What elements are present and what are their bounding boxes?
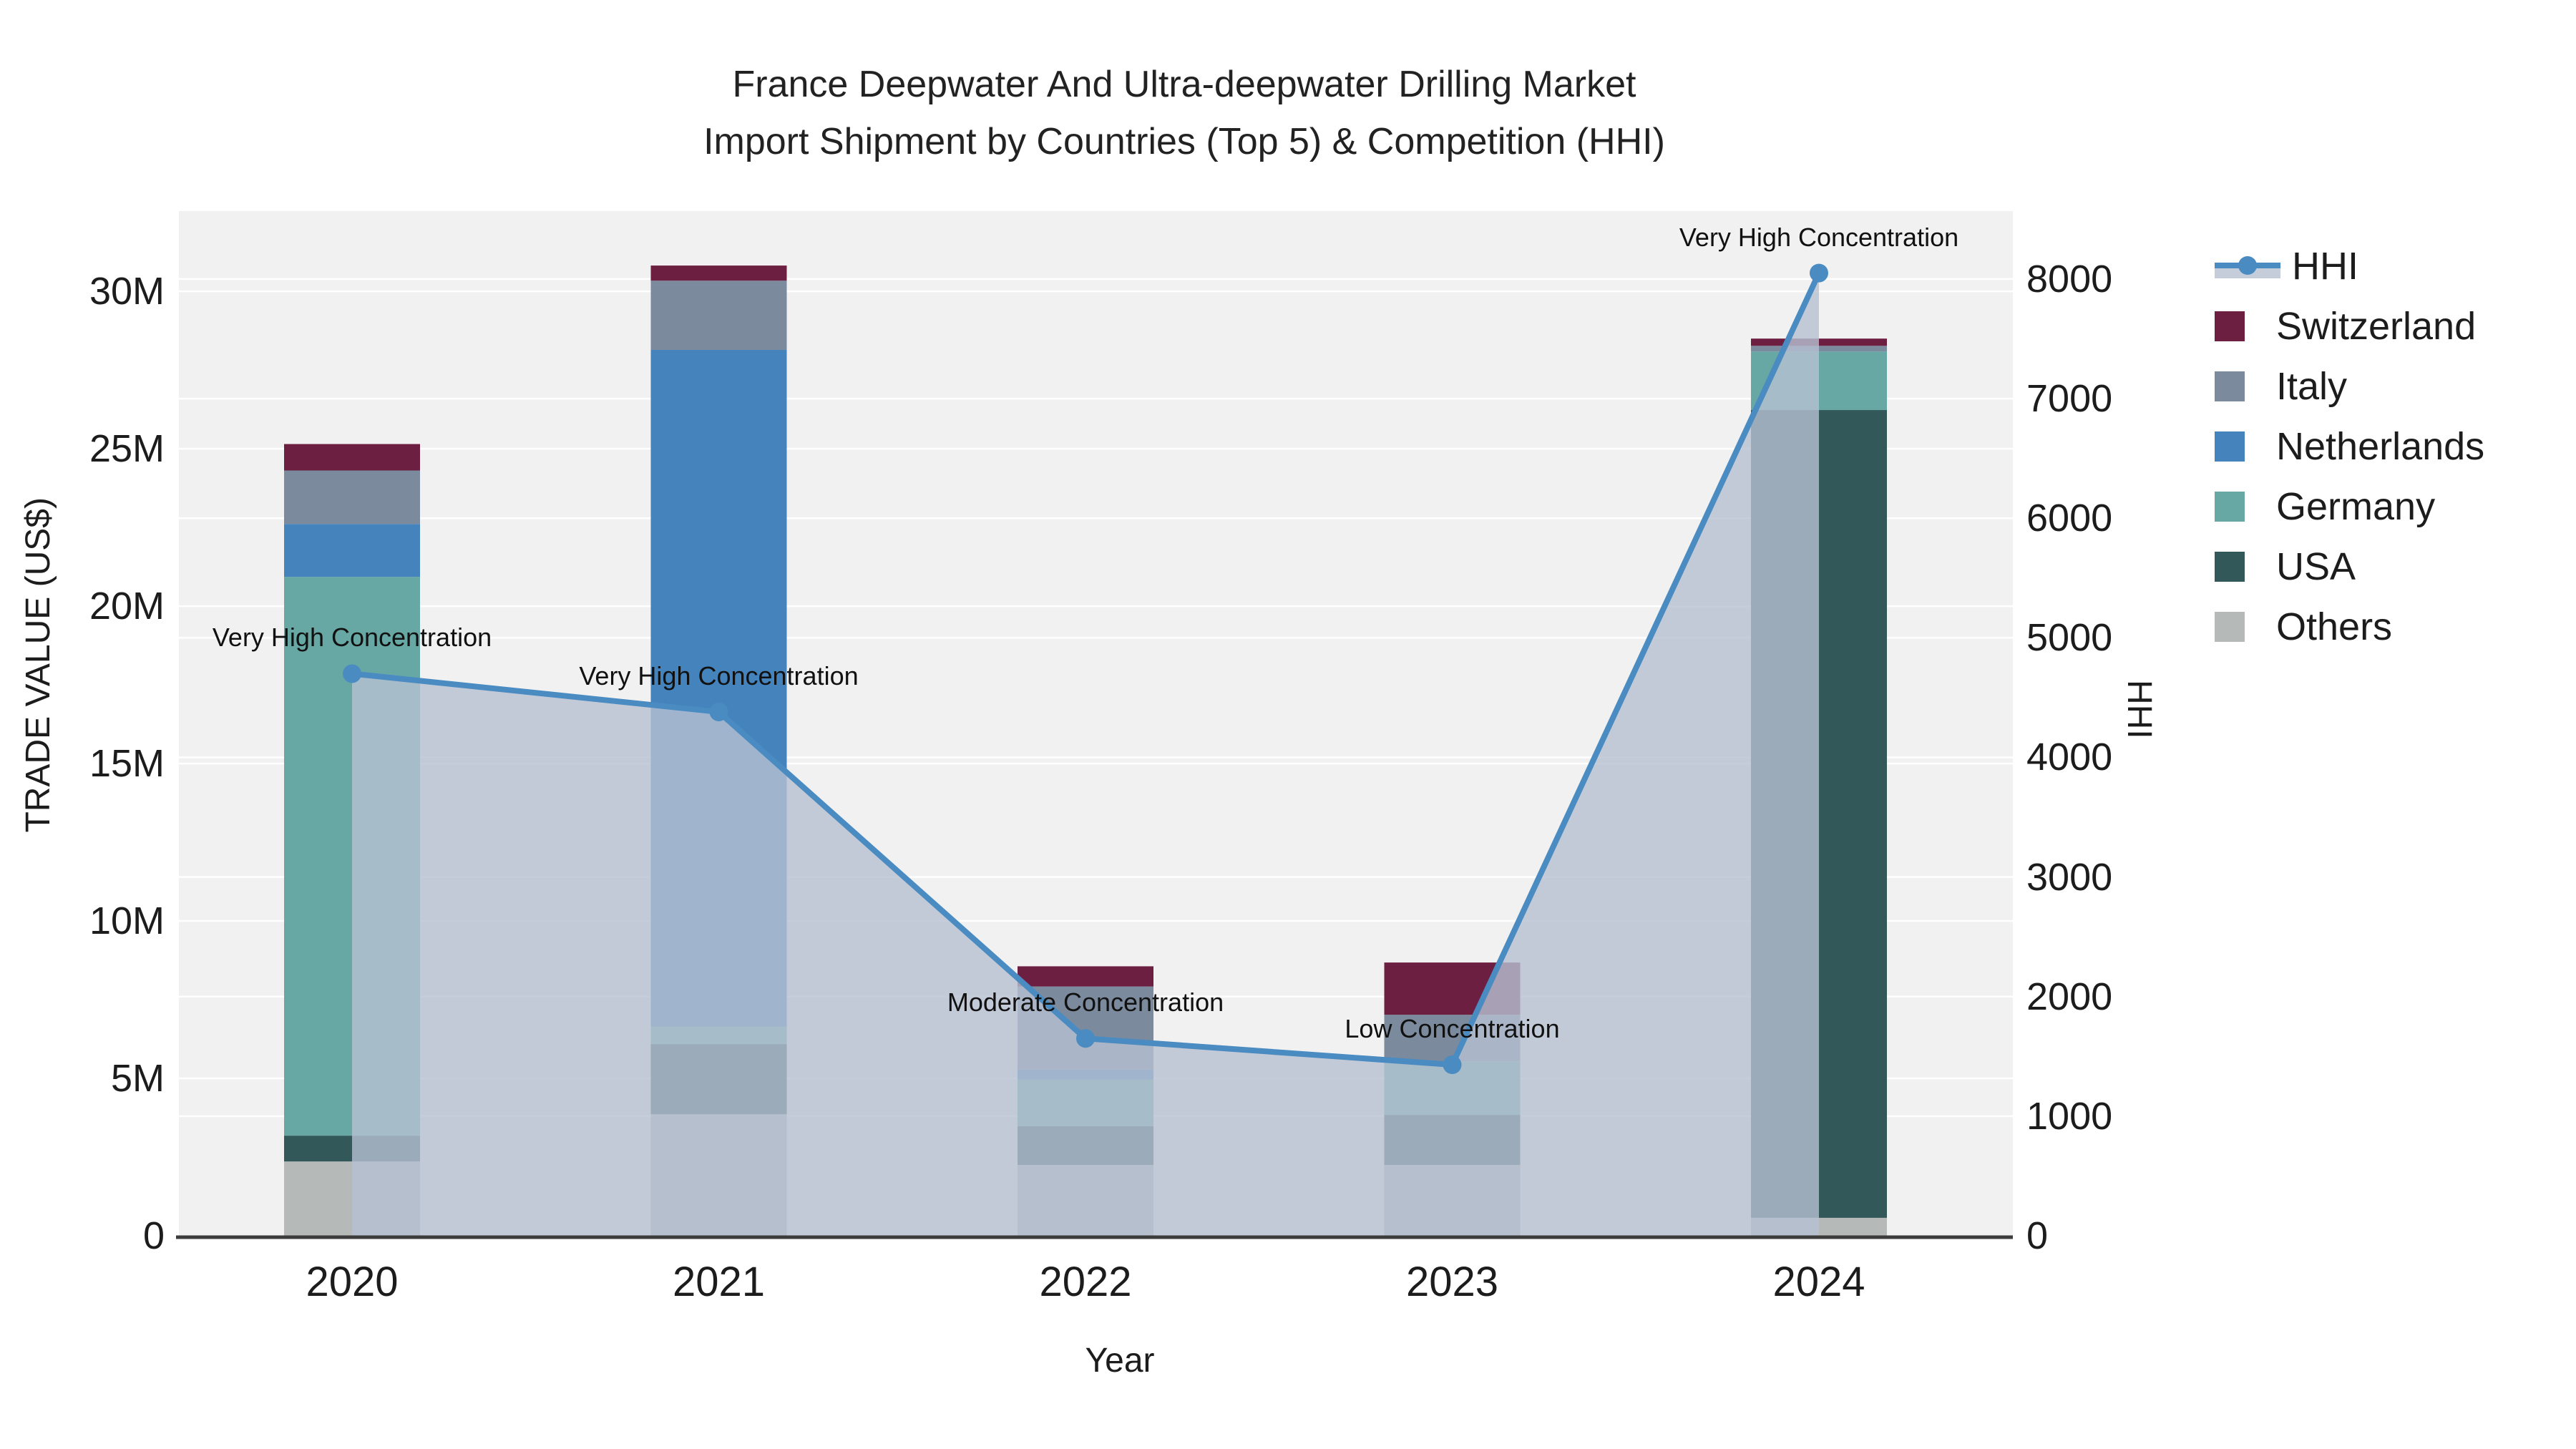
annotation-2024: Very High Concentration xyxy=(1679,222,1959,252)
y-right-tick-5000: 5000 xyxy=(2026,616,2113,660)
y-right-tick-0: 0 xyxy=(2026,1214,2049,1257)
x-tick-2024: 2024 xyxy=(1772,1259,1865,1305)
y-right-tick-2000: 2000 xyxy=(2026,975,2113,1018)
y-right-tick-8000: 8000 xyxy=(2026,257,2113,301)
hhi-marker-2022 xyxy=(1076,1029,1095,1048)
y-right-tick-7000: 7000 xyxy=(2026,377,2113,421)
hhi-line-marker xyxy=(2238,256,2257,275)
legend-item-switzerland[interactable]: Switzerland xyxy=(2215,296,2484,356)
legend-swatch-germany xyxy=(2215,492,2245,522)
legend-swatch-netherlands xyxy=(2215,431,2245,462)
y-left-tick-5M: 5M xyxy=(110,1057,165,1101)
legend-item-others[interactable]: Others xyxy=(2215,597,2484,657)
y-right-tick-3000: 3000 xyxy=(2026,855,2113,899)
annotation-2021: Very High Concentration xyxy=(579,660,859,691)
hhi-marker-2021 xyxy=(709,702,728,721)
legend-swatch-italy xyxy=(2215,371,2245,401)
legend-item-netherlands[interactable]: Netherlands xyxy=(2215,416,2484,477)
legend-label-germany: Germany xyxy=(2276,485,2436,528)
hhi-marker-2024 xyxy=(1810,263,1828,283)
x-tick-2020: 2020 xyxy=(306,1259,399,1305)
legend-label-switzerland: Switzerland xyxy=(2276,305,2477,348)
bar-segment-switzerland-2022 xyxy=(1018,966,1153,987)
y-right-tick-6000: 6000 xyxy=(2026,497,2113,540)
legend-item-italy[interactable]: Italy xyxy=(2215,356,2484,416)
chart-title-line2: Import Shipment by Countries (Top 5) & C… xyxy=(703,121,1665,162)
bar-segment-italy-2021 xyxy=(650,280,787,351)
bar-segment-netherlands-2020 xyxy=(284,524,420,577)
y-left-tick-0: 0 xyxy=(142,1214,165,1257)
bar-segment-switzerland-2020 xyxy=(284,444,420,471)
legend-label-others: Others xyxy=(2276,605,2393,648)
hhi-area-fill xyxy=(352,273,1819,1236)
hhi-marker-2020 xyxy=(343,664,361,683)
y-left-tick-15M: 15M xyxy=(89,742,165,786)
legend-item-usa[interactable]: USA xyxy=(2215,537,2484,597)
legend-label-usa: USA xyxy=(2276,545,2356,588)
legend-swatch-others xyxy=(2215,612,2245,642)
legend-label-italy: Italy xyxy=(2276,365,2348,408)
legend-label-netherlands: Netherlands xyxy=(2276,425,2485,468)
legend-item-germany[interactable]: Germany xyxy=(2215,477,2484,537)
annotation-2022: Moderate Concentration xyxy=(947,987,1224,1018)
legend-label-hhi: HHI xyxy=(2292,245,2358,288)
y-right-axis-title: HHI xyxy=(2120,680,2158,739)
x-tick-2021: 2021 xyxy=(672,1259,766,1305)
annotation-2020: Very High Concentration xyxy=(212,623,492,653)
legend-item-hhi[interactable]: HHI xyxy=(2215,236,2484,296)
x-tick-2022: 2022 xyxy=(1039,1259,1132,1305)
x-axis-title: Year xyxy=(1085,1342,1155,1380)
bar-segment-italy-2020 xyxy=(284,470,420,525)
legend: HHI Switzerland Italy Netherlands Germany USA… xyxy=(2215,236,2484,657)
bar-segment-switzerland-2021 xyxy=(650,265,787,281)
y-left-tick-20M: 20M xyxy=(89,585,165,628)
x-tick-2023: 2023 xyxy=(1405,1259,1499,1305)
chart-title-line1: France Deepwater And Ultra-deepwater Dri… xyxy=(732,64,1636,105)
hhi-marker-2023 xyxy=(1443,1055,1462,1074)
annotation-2023: Low Concentration xyxy=(1345,1013,1560,1043)
y-left-tick-10M: 10M xyxy=(89,899,165,943)
y-right-tick-1000: 1000 xyxy=(2026,1094,2113,1138)
legend-swatch-switzerland xyxy=(2215,311,2245,341)
y-right-tick-4000: 4000 xyxy=(2026,736,2113,779)
y-left-tick-25M: 25M xyxy=(89,427,165,471)
y-left-tick-30M: 30M xyxy=(89,270,165,313)
hhi-line-swatch-icon xyxy=(2215,251,2280,281)
legend-swatch-usa xyxy=(2215,552,2245,582)
